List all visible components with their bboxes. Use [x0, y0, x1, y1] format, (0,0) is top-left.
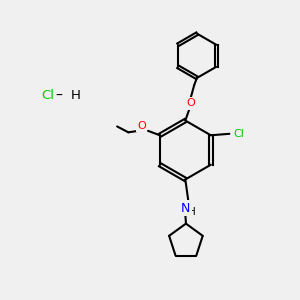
Text: O: O	[137, 121, 146, 130]
Text: –: –	[56, 88, 63, 103]
Text: N: N	[181, 202, 190, 214]
Text: Cl: Cl	[41, 89, 54, 102]
Text: Cl: Cl	[233, 129, 244, 139]
Text: H: H	[70, 89, 80, 102]
Text: H: H	[188, 207, 196, 218]
Text: O: O	[186, 98, 195, 109]
